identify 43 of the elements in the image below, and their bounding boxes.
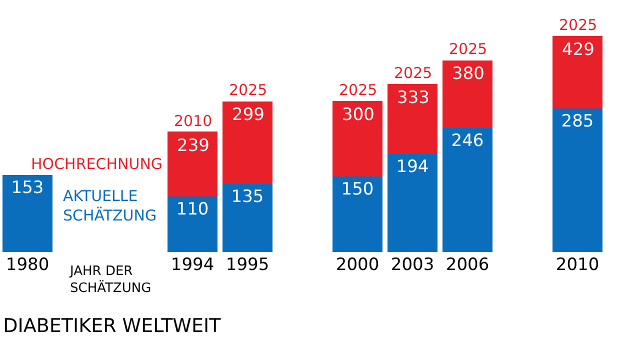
x-tick-label: 2006: [446, 255, 490, 275]
bar: [387, 154, 438, 252]
total-label: 429: [562, 40, 594, 60]
total-label: 380: [452, 64, 484, 84]
total-label: 299: [232, 105, 264, 125]
annotation: 2025: [229, 81, 268, 99]
series-label: AKTUELLE SCHÄTZUNG: [63, 187, 157, 224]
bar: [167, 196, 218, 252]
total-label: 333: [397, 88, 430, 108]
total-label: 239: [177, 136, 210, 156]
bar: [552, 108, 603, 252]
x-tick-label: 2000: [336, 255, 380, 275]
bar: [552, 36, 603, 108]
bar: [332, 100, 383, 176]
data-label: 153: [11, 178, 44, 198]
annotation: 2010: [174, 112, 212, 130]
total-label: 300: [342, 105, 374, 125]
data-label: 150: [341, 179, 374, 200]
data-label: 135: [231, 186, 264, 207]
bar: [442, 128, 493, 252]
annotation: 2025: [394, 64, 432, 82]
x-tick-label: 1994: [170, 255, 214, 275]
bar: [332, 176, 383, 252]
text: DIABETIKER WELTWEIT: [3, 315, 222, 338]
bar: [222, 184, 273, 252]
data-label: 285: [561, 111, 594, 132]
bar: [387, 84, 438, 154]
data-label: 110: [176, 200, 209, 220]
data-label: 246: [451, 131, 484, 152]
x-axis-title: JAHR DER SCHÄTZUNG: [69, 264, 152, 296]
x-tick-label: 2003: [390, 255, 434, 275]
x-tick-label: 1995: [226, 255, 270, 275]
annotation: 2025: [339, 81, 378, 99]
bar: [442, 60, 493, 128]
data-label: 194: [396, 157, 429, 178]
series-label: HOCHRECHNUNG: [31, 155, 163, 173]
bar: [222, 101, 273, 184]
annotation: 2025: [449, 40, 488, 58]
annotation: 2025: [559, 16, 598, 34]
x-tick-label: 2010: [556, 255, 600, 275]
bar: [2, 174, 53, 252]
x-tick-label: 1980: [6, 255, 50, 275]
bar: [167, 132, 218, 197]
